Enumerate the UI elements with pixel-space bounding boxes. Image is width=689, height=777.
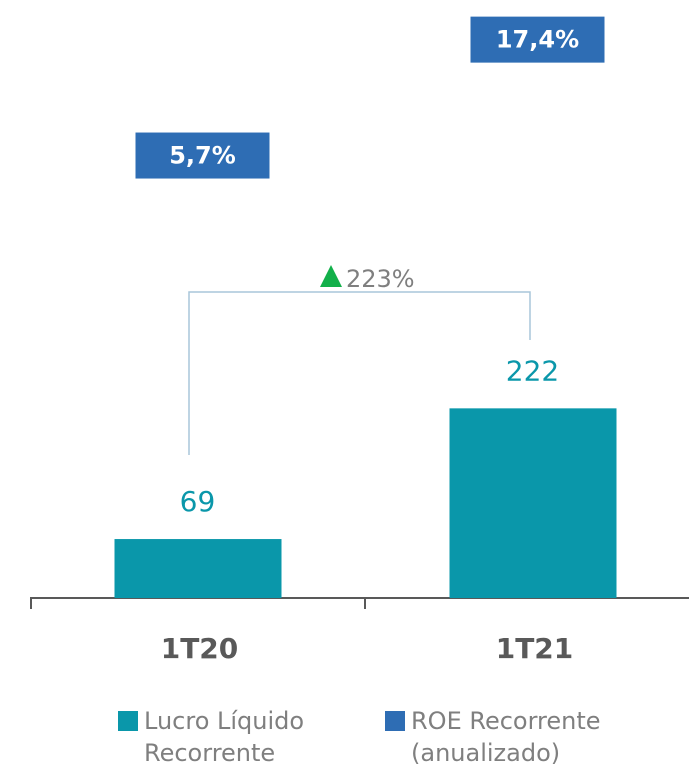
bar	[114, 539, 282, 598]
legend-label: ROE Recorrente (anualizado)	[411, 707, 601, 767]
bar	[449, 408, 617, 598]
up-arrow	[320, 265, 342, 287]
roe-box	[470, 16, 605, 63]
growth-label: 223%	[346, 265, 415, 293]
growth-bracket	[188, 291, 531, 455]
roe-label: 17,4%	[496, 26, 579, 54]
legend-item: ROE Recorrente (anualizado)	[385, 705, 645, 769]
roe-label: 5,7%	[169, 142, 236, 170]
value-label: 69	[180, 485, 216, 518]
value-label: 222	[506, 354, 559, 387]
x-tick-label: 1T20	[161, 632, 239, 665]
legend-swatch	[118, 711, 138, 731]
legend-label: Lucro Líquido Recorrente	[144, 707, 305, 767]
legend-item: Lucro Líquido Recorrente	[118, 705, 348, 769]
legend-swatch	[385, 711, 405, 731]
roe-box	[135, 132, 270, 179]
x-tick-label: 1T21	[496, 632, 574, 665]
chart: 223% 1T20 69 5,7% 1T21 222 17,4%	[30, 16, 689, 665]
